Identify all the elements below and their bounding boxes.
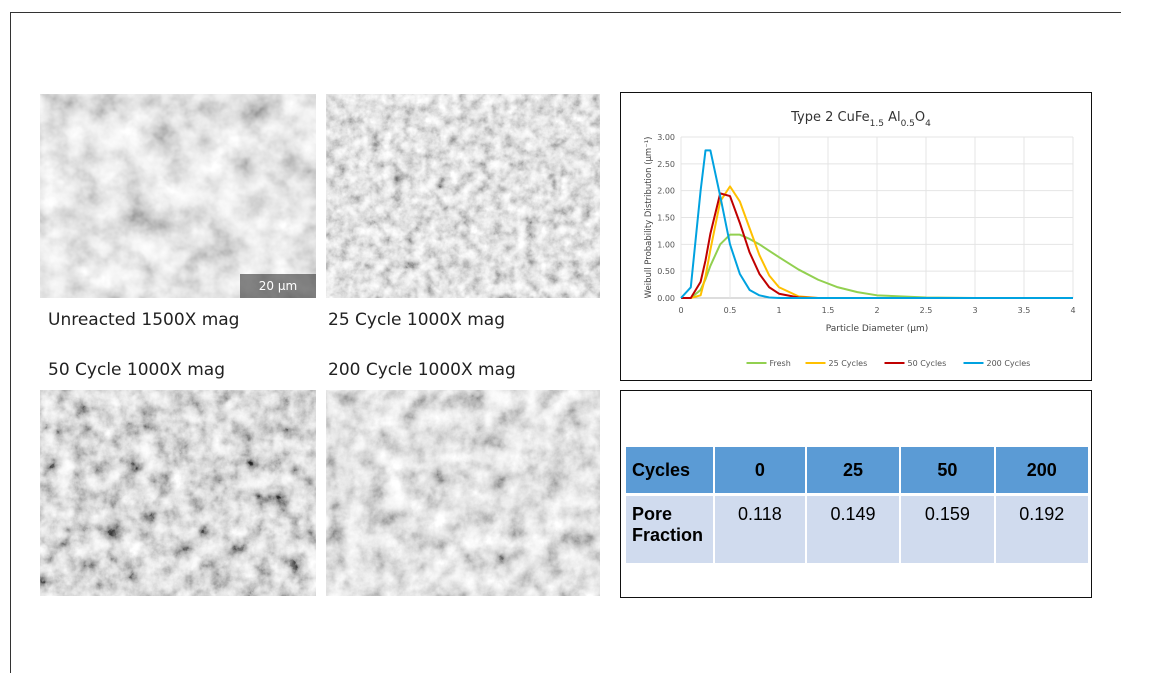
table-cell: 0.149 xyxy=(807,496,899,563)
x-tick-label: 0 xyxy=(678,306,683,315)
legend-label: 200 Cycles xyxy=(987,359,1031,368)
caption: 50 Cycle 1000X mag xyxy=(48,360,225,380)
y-tick-label: 2.50 xyxy=(657,160,675,169)
x-axis-label: Particle Diameter (µm) xyxy=(826,324,929,334)
title-part: Al xyxy=(884,110,901,125)
x-tick-label: 4 xyxy=(1070,306,1075,315)
title-part: O xyxy=(915,110,925,125)
x-tick-label: 3.5 xyxy=(1018,306,1031,315)
y-axis-label: Weibull Probability Distribution (µm⁻¹) xyxy=(644,137,654,299)
table-cell: 0.118 xyxy=(715,496,805,563)
header-cell: 200 xyxy=(996,447,1088,496)
legend-label: 50 Cycles xyxy=(908,359,947,368)
y-tick-label: 0.50 xyxy=(657,267,675,276)
y-tick-label: 3.00 xyxy=(657,133,675,142)
sem-image: 20 µm xyxy=(40,94,316,298)
sem-image xyxy=(40,390,316,596)
header-cell: 0 xyxy=(715,447,805,496)
title-part: 4 xyxy=(925,119,931,129)
legend-label: 25 Cycles xyxy=(829,359,868,368)
header-cell: 50 xyxy=(901,447,993,496)
sem-image xyxy=(326,94,600,298)
x-tick-label: 1.5 xyxy=(822,306,835,315)
y-tick-label: 1.50 xyxy=(657,214,675,223)
sem-image xyxy=(326,390,600,596)
slide: 20 µm Unreacted 1500X mag 25 Cycle 1000X… xyxy=(0,0,1149,653)
chart-title: Type 2 CuFe1.5 Al0.5O4 xyxy=(790,110,931,129)
caption: Unreacted 1500X mag xyxy=(48,310,239,330)
table-cell: Pore Fraction xyxy=(626,496,713,563)
chart: Type 2 CuFe1.5 Al0.5O40.000.501.001.502.… xyxy=(621,93,1090,379)
x-tick-label: 2.5 xyxy=(920,306,933,315)
caption: 25 Cycle 1000X mag xyxy=(328,310,505,330)
title-part: 1.5 xyxy=(870,119,884,129)
x-tick-label: 3 xyxy=(972,306,977,315)
table-cell: 0.192 xyxy=(996,496,1088,563)
x-tick-label: 2 xyxy=(874,306,879,315)
scale-bar-label: 20 µm xyxy=(259,279,297,293)
y-tick-label: 1.00 xyxy=(657,240,675,249)
caption: 200 Cycle 1000X mag xyxy=(328,360,516,380)
x-tick-label: 0.5 xyxy=(724,306,737,315)
y-tick-label: 0.00 xyxy=(657,294,675,303)
table-cell: 0.159 xyxy=(901,496,993,563)
legend-label: Fresh xyxy=(770,359,791,368)
header-cell: 25 xyxy=(807,447,899,496)
header-cell: Cycles xyxy=(626,447,713,496)
title-part: Type 2 CuFe xyxy=(790,110,869,125)
y-tick-label: 2.00 xyxy=(657,187,675,196)
x-tick-label: 1 xyxy=(776,306,781,315)
title-part: 0.5 xyxy=(901,119,915,129)
